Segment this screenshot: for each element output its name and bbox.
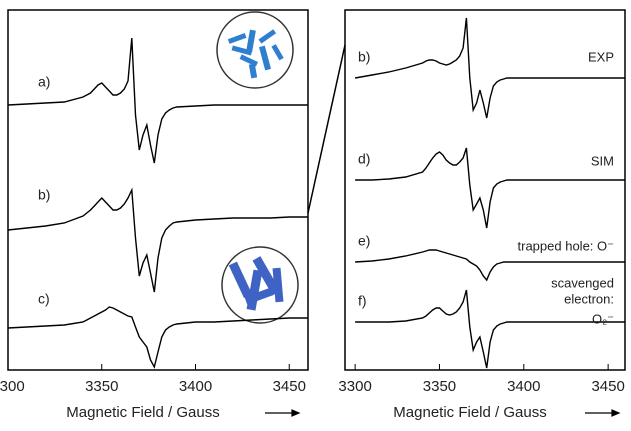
x-tick-label: 3450: [273, 378, 306, 395]
inset-rods-large: [221, 246, 299, 324]
spectrum-line: [7, 187, 308, 293]
spectrum-line: [354, 17, 625, 119]
series-name: f): [358, 293, 367, 309]
spectrum-line: [355, 289, 625, 369]
spectrum-line: [355, 249, 625, 282]
x-tick-label: 3350: [85, 378, 118, 395]
x-axis-label: Magnetic Field / Gauss: [393, 404, 546, 421]
series-annotation: O₂⁻: [592, 311, 614, 326]
x-arrow-right: [585, 409, 621, 417]
x-tick-label: 3400: [507, 378, 540, 395]
series-name: e): [358, 233, 370, 249]
series-name: c): [38, 291, 50, 307]
series-name: d): [358, 151, 370, 167]
right-panel-frame: [344, 9, 626, 371]
series-annotation: EXP: [588, 49, 614, 64]
zoom-connector: [307, 44, 346, 214]
series-name: b): [38, 187, 50, 203]
spectrum-line: [7, 306, 308, 369]
x-tick-label: 3300: [0, 378, 25, 395]
series-annotation: scavenged: [551, 275, 614, 290]
inset-rods-small: [216, 11, 294, 89]
spectrum-line: [7, 37, 308, 164]
x-axis-label: Magnetic Field / Gauss: [66, 404, 219, 421]
series-annotation: SIM: [591, 153, 614, 168]
x-tick-label: 3450: [591, 378, 624, 395]
x-tick-label: 3300: [338, 378, 371, 395]
x-tick-label: 3350: [423, 378, 456, 395]
spectrum-line: [355, 147, 625, 229]
series-name: b): [358, 49, 370, 65]
x-tick-label: 3400: [179, 378, 212, 395]
series-annotation: electron:: [564, 291, 614, 306]
series-annotation: trapped hole: O⁻: [518, 238, 614, 253]
x-arrow-left: [265, 409, 301, 417]
left-panel-frame: [7, 9, 309, 371]
series-name: a): [38, 74, 50, 90]
